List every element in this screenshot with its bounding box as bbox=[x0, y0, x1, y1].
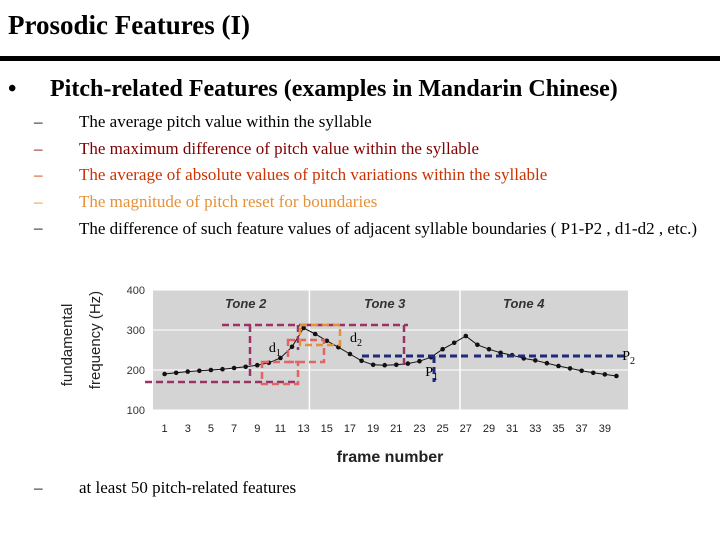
title-underline bbox=[0, 56, 720, 61]
annotation-label: d2 bbox=[350, 331, 362, 349]
data-point bbox=[405, 361, 411, 366]
annotation-letter: P bbox=[425, 365, 433, 380]
annotation-label: P1 bbox=[425, 365, 438, 383]
x-tick-label: 37 bbox=[576, 423, 588, 435]
page-title: Prosodic Features (I) bbox=[8, 10, 250, 40]
bullet-dash: – bbox=[34, 165, 43, 184]
x-tick-label: 7 bbox=[231, 423, 237, 435]
data-point bbox=[533, 358, 538, 363]
y-tick-label: 300 bbox=[127, 325, 145, 337]
sub-bullet-text: The average pitch value within the sylla… bbox=[79, 112, 372, 131]
data-point bbox=[208, 367, 214, 373]
x-tick-label: 23 bbox=[413, 423, 425, 435]
data-point bbox=[602, 372, 608, 377]
annotation-subscript: 1 bbox=[276, 348, 281, 359]
change-box bbox=[298, 323, 342, 347]
data-point bbox=[185, 369, 191, 374]
data-point bbox=[173, 370, 179, 376]
data-point bbox=[162, 371, 167, 377]
bullet-dash: – bbox=[34, 139, 43, 158]
y-axis-title: fundamental bbox=[59, 304, 76, 387]
x-tick-label: 9 bbox=[254, 423, 260, 435]
plot-background bbox=[153, 290, 628, 410]
data-point bbox=[567, 366, 573, 371]
data-point bbox=[614, 373, 619, 379]
data-point bbox=[220, 366, 225, 372]
annotation-subscript: 2 bbox=[357, 338, 362, 349]
data-point bbox=[359, 358, 364, 364]
tone-label: Tone 3 bbox=[364, 296, 406, 311]
main-bullet-marker: • bbox=[8, 76, 17, 102]
x-tick-label: 33 bbox=[529, 423, 541, 435]
x-tick-label: 1 bbox=[162, 423, 168, 435]
x-tick-label: 3 bbox=[185, 423, 191, 435]
annotation-label: P2 bbox=[622, 349, 635, 367]
x-tick-label: 15 bbox=[321, 423, 333, 435]
x-tick-label: 11 bbox=[275, 423, 286, 435]
data-point bbox=[301, 325, 306, 331]
y-tick-label: 400 bbox=[127, 285, 145, 297]
data-point bbox=[463, 333, 469, 339]
data-point bbox=[347, 351, 353, 357]
sub-bullet-text: at least 50 pitch-related features bbox=[79, 478, 297, 497]
data-point bbox=[382, 362, 388, 368]
data-point bbox=[312, 331, 318, 337]
x-tick-label: 39 bbox=[599, 423, 611, 435]
bullet-dash: – bbox=[34, 218, 43, 237]
data-point bbox=[486, 346, 492, 352]
x-tick-label: 17 bbox=[344, 423, 356, 435]
data-point bbox=[393, 362, 399, 368]
x-tick-label: 27 bbox=[460, 423, 472, 435]
annotation-label: d1 bbox=[269, 341, 281, 359]
data-point bbox=[324, 338, 330, 344]
x-axis-title: frame number bbox=[337, 449, 444, 466]
data-point bbox=[556, 363, 561, 369]
data-point bbox=[278, 355, 283, 361]
y-tick-label: 100 bbox=[127, 405, 145, 417]
bullet-dash: – bbox=[34, 192, 43, 211]
data-point bbox=[590, 370, 596, 376]
x-tick-label: 35 bbox=[552, 423, 564, 435]
data-point bbox=[254, 362, 260, 368]
x-tick-label: 13 bbox=[297, 423, 309, 435]
annotation-subscript: 1 bbox=[433, 372, 438, 383]
bullet-dash: – bbox=[34, 112, 43, 131]
tone-label: Tone 4 bbox=[503, 296, 545, 311]
annotation-subscript: 2 bbox=[630, 356, 635, 367]
annotation-letter: d bbox=[269, 341, 276, 356]
bullet-dash: – bbox=[34, 478, 43, 497]
y-tick-label: 200 bbox=[127, 365, 145, 377]
annotation-letter: d bbox=[350, 331, 357, 346]
main-bullet-text: Pitch-related Features (examples in Mand… bbox=[50, 76, 618, 102]
x-tick-label: 21 bbox=[390, 423, 402, 435]
data-point bbox=[451, 340, 457, 346]
x-tick-label: 25 bbox=[437, 423, 449, 435]
x-tick-label: 19 bbox=[367, 423, 379, 435]
sub-bullet-text: The maximum difference of pitch value wi… bbox=[79, 139, 480, 158]
data-point bbox=[231, 365, 237, 371]
data-point bbox=[579, 368, 584, 374]
data-point bbox=[370, 362, 376, 368]
sub-bullet-text: The average of absolute values of pitch … bbox=[79, 165, 548, 184]
sub-bullet-text: The difference of such feature values of… bbox=[79, 219, 698, 238]
data-point bbox=[440, 346, 445, 352]
data-point bbox=[243, 364, 248, 370]
data-point bbox=[197, 368, 202, 374]
x-tick-label: 29 bbox=[483, 423, 495, 435]
tone-label: Tone 2 bbox=[225, 296, 267, 311]
data-point bbox=[475, 342, 480, 348]
change-box bbox=[286, 338, 326, 364]
data-point bbox=[289, 344, 295, 350]
annotation-letter: P bbox=[622, 349, 630, 364]
data-point bbox=[417, 358, 422, 364]
data-point bbox=[544, 360, 550, 366]
data-point bbox=[498, 350, 503, 356]
y-axis-title: frequency (Hz) bbox=[87, 291, 104, 389]
x-tick-label: 31 bbox=[506, 423, 518, 435]
x-tick-label: 5 bbox=[208, 423, 214, 435]
sub-bullet-text: The magnitude of pitch reset for boundar… bbox=[79, 192, 378, 211]
pitch-line bbox=[164, 327, 617, 377]
change-box bbox=[260, 360, 300, 386]
